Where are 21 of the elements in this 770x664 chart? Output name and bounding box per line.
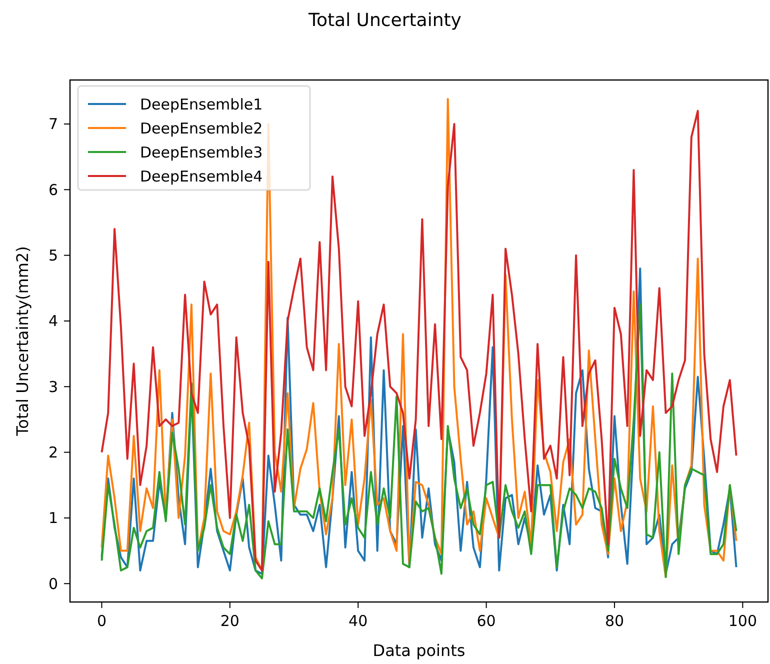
y-tick-label: 5: [48, 246, 58, 265]
x-tick-label: 40: [348, 612, 368, 630]
y-axis-title: Total Uncertainty(mm2): [13, 246, 32, 437]
x-tick-label: 60: [476, 612, 496, 630]
y-tick-label: 3: [48, 378, 58, 396]
y-tick-label: 6: [48, 180, 58, 199]
y-tick-label: 4: [48, 312, 58, 330]
y-tick-label: 1: [48, 509, 58, 528]
legend-label: DeepEnsemble4: [140, 167, 263, 186]
x-tick-label: 20: [220, 612, 240, 630]
legend-label: DeepEnsemble1: [140, 95, 263, 114]
legend-label: DeepEnsemble3: [140, 143, 263, 162]
legend-label: DeepEnsemble2: [140, 119, 263, 138]
y-tick-label: 7: [48, 115, 58, 134]
x-axis-title: Data points: [372, 641, 466, 660]
x-tick-label: 0: [96, 612, 106, 630]
y-tick-label: 0: [48, 574, 58, 593]
x-tick-label: 100: [728, 612, 758, 630]
chart-title: Total Uncertainty: [308, 10, 462, 31]
x-tick-label: 80: [604, 612, 624, 630]
y-tick-label: 2: [48, 444, 58, 462]
